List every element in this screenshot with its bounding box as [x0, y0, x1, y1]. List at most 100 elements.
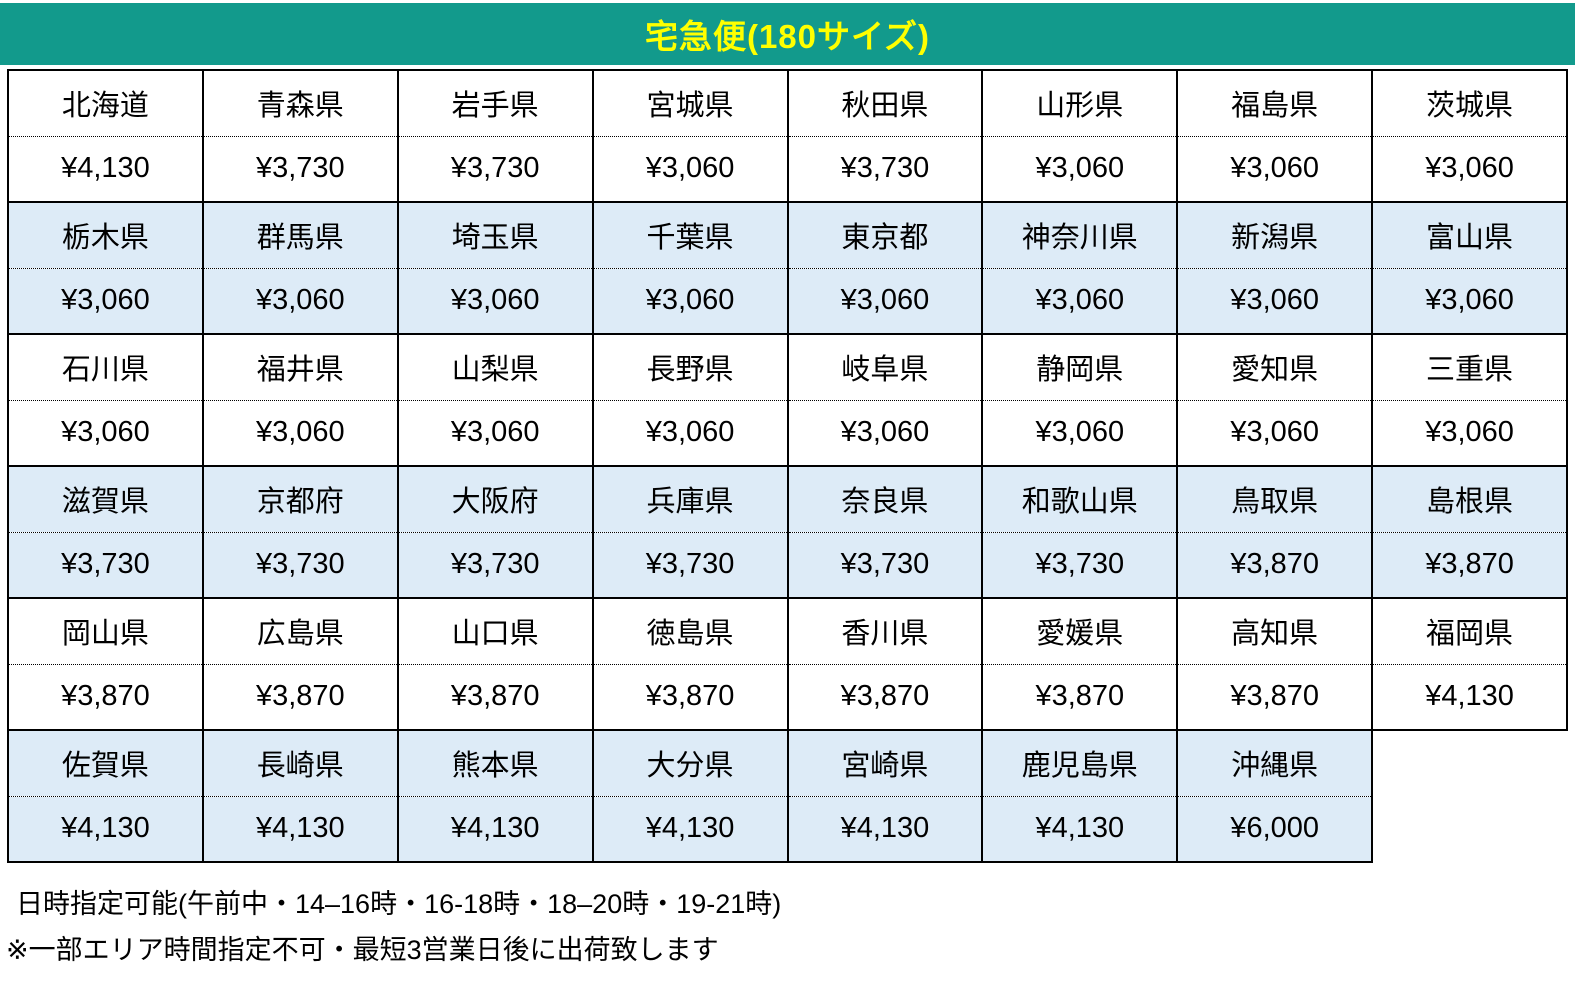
price-cell: ¥3,060: [7, 400, 204, 467]
prefecture-name-row: 栃木県 群馬県 埼玉県 千葉県 東京都 神奈川県 新潟県 富山県: [7, 201, 1568, 269]
prefecture-name-cell: 長野県: [591, 333, 789, 401]
prefecture-name-cell: 岡山県: [7, 597, 204, 665]
price-cell: ¥3,870: [591, 664, 789, 731]
prefecture-name-cell: 長崎県: [201, 729, 399, 797]
price-cell: ¥3,060: [201, 400, 399, 467]
prefecture-name-cell: 石川県: [7, 333, 204, 401]
price-cell: ¥3,060: [1371, 268, 1568, 335]
prefecture-name-row: 佐賀県 長崎県 熊本県 大分県 宮崎県 鹿児島県 沖縄県: [7, 729, 1567, 797]
price-cell: ¥3,870: [7, 664, 204, 731]
prefecture-name-cell: 沖縄県: [1176, 729, 1374, 797]
price-cell: ¥3,060: [981, 400, 1179, 467]
price-cell: ¥6,000: [1176, 796, 1374, 863]
price-cell: ¥3,060: [1371, 136, 1568, 203]
prefecture-name-row: 岡山県 広島県 山口県 徳島県 香川県 愛媛県 高知県 福岡県: [7, 597, 1568, 665]
price-cell: ¥3,730: [396, 136, 594, 203]
price-cell: ¥3,730: [591, 532, 789, 599]
prefecture-name-cell: 宮崎県: [786, 729, 984, 797]
price-cell: ¥3,870: [1371, 532, 1568, 599]
prefecture-name-cell: 佐賀県: [7, 729, 204, 797]
prefecture-name-cell: 栃木県: [7, 201, 204, 269]
rates-table-body: 北海道 青森県 岩手県 宮城県 秋田県 山形県 福島県 茨城県 ¥4,130 ¥3,730 ¥3,7…: [7, 69, 1568, 863]
price-cell: ¥3,870: [1176, 664, 1374, 731]
prefecture-name-cell: 鹿児島県: [981, 729, 1179, 797]
price-cell: ¥3,060: [7, 268, 204, 335]
prefecture-name-cell: 香川県: [786, 597, 984, 665]
prefecture-name-cell: 京都府: [201, 465, 399, 533]
price-cell: ¥3,060: [981, 136, 1179, 203]
prefecture-name-cell: 和歌山県: [981, 465, 1179, 533]
prefecture-name-cell: 広島県: [201, 597, 399, 665]
prefecture-name-cell: 高知県: [1176, 597, 1374, 665]
prefecture-name-cell: 青森県: [201, 69, 399, 137]
price-row: ¥3,730 ¥3,730 ¥3,730 ¥3,730 ¥3,730 ¥3,730 ¥3,8…: [7, 532, 1568, 599]
price-cell: ¥3,730: [201, 532, 399, 599]
price-cell: ¥3,870: [396, 664, 594, 731]
note-delivery-times: 日時指定可能(午前中・14–16時・16-18時・18–20時・19-21時): [16, 889, 782, 919]
prefecture-name-cell: 奈良県: [786, 465, 984, 533]
prefecture-name-cell: 愛媛県: [981, 597, 1179, 665]
prefecture-name-cell: 三重県: [1371, 333, 1568, 401]
price-cell: ¥4,130: [981, 796, 1179, 863]
price-cell: ¥3,060: [786, 400, 984, 467]
shipping-rates-table: 北海道 青森県 岩手県 宮城県 秋田県 山形県 福島県 茨城県 ¥4,130 ¥3,730 ¥3,7…: [7, 69, 1568, 863]
prefecture-name-cell: 新潟県: [1176, 201, 1374, 269]
prefecture-name-cell: 徳島県: [591, 597, 789, 665]
price-cell: ¥3,870: [201, 664, 399, 731]
price-cell: ¥4,130: [7, 136, 204, 203]
prefecture-name-cell: 愛知県: [1176, 333, 1374, 401]
prefecture-name-cell: 岐阜県: [786, 333, 984, 401]
prefecture-name-cell: 群馬県: [201, 201, 399, 269]
price-row: ¥4,130 ¥4,130 ¥4,130 ¥4,130 ¥4,130 ¥4,130 ¥6,0…: [7, 796, 1567, 863]
price-cell: ¥4,130: [786, 796, 984, 863]
price-cell: ¥3,060: [201, 268, 399, 335]
price-cell: ¥4,130: [396, 796, 594, 863]
prefecture-name-cell: 島根県: [1371, 465, 1568, 533]
prefecture-name-cell: 福井県: [201, 333, 399, 401]
price-cell: ¥3,060: [591, 400, 789, 467]
title-bar: 宅急便(180サイズ): [0, 3, 1575, 65]
price-cell: ¥3,730: [201, 136, 399, 203]
price-cell: ¥3,060: [1371, 400, 1568, 467]
price-cell: ¥3,060: [591, 268, 789, 335]
price-cell: ¥4,130: [1371, 664, 1568, 731]
prefecture-name-cell: 大分県: [591, 729, 789, 797]
prefecture-name-cell: 千葉県: [591, 201, 789, 269]
price-cell: ¥3,060: [1176, 136, 1374, 203]
price-cell: ¥3,870: [981, 664, 1179, 731]
price-cell: ¥3,060: [981, 268, 1179, 335]
price-cell: ¥3,060: [591, 136, 789, 203]
page-title: 宅急便(180サイズ): [644, 18, 931, 55]
price-cell: ¥3,730: [7, 532, 204, 599]
price-cell: ¥3,060: [1176, 400, 1374, 467]
prefecture-name-cell: 大阪府: [396, 465, 594, 533]
prefecture-name-cell: 山口県: [396, 597, 594, 665]
note-area-restriction: ※一部エリア時間指定不可・最短3営業日後に出荷致します: [6, 935, 719, 965]
prefecture-name-cell: 宮城県: [591, 69, 789, 137]
price-cell: ¥3,870: [1176, 532, 1374, 599]
price-cell: ¥3,060: [1176, 268, 1374, 335]
prefecture-name-cell: 富山県: [1371, 201, 1568, 269]
price-cell: ¥3,730: [981, 532, 1179, 599]
price-cell: ¥4,130: [591, 796, 789, 863]
price-cell: ¥3,870: [786, 664, 984, 731]
prefecture-name-cell: 鳥取県: [1176, 465, 1374, 533]
prefecture-name-cell: 熊本県: [396, 729, 594, 797]
prefecture-name-row: 石川県 福井県 山梨県 長野県 岐阜県 静岡県 愛知県 三重県: [7, 333, 1568, 401]
prefecture-name-cell: 神奈川県: [981, 201, 1179, 269]
prefecture-name-cell: 福岡県: [1371, 597, 1568, 665]
prefecture-name-cell: 秋田県: [786, 69, 984, 137]
prefecture-name-cell: 福島県: [1176, 69, 1374, 137]
prefecture-name-row: 滋賀県 京都府 大阪府 兵庫県 奈良県 和歌山県 鳥取県 島根県: [7, 465, 1568, 533]
price-cell: ¥3,730: [786, 136, 984, 203]
footer-notes: 日時指定可能(午前中・14–16時・16-18時・18–20時・19-21時) …: [6, 881, 1575, 973]
prefecture-name-row: 北海道 青森県 岩手県 宮城県 秋田県 山形県 福島県 茨城県: [7, 69, 1568, 137]
price-row: ¥3,870 ¥3,870 ¥3,870 ¥3,870 ¥3,870 ¥3,870 ¥3,8…: [7, 664, 1568, 731]
price-row: ¥3,060 ¥3,060 ¥3,060 ¥3,060 ¥3,060 ¥3,060 ¥3,0…: [7, 268, 1568, 335]
price-row: ¥4,130 ¥3,730 ¥3,730 ¥3,060 ¥3,730 ¥3,060 ¥3,0…: [7, 136, 1568, 203]
prefecture-name-cell: 埼玉県: [396, 201, 594, 269]
prefecture-name-cell: 山梨県: [396, 333, 594, 401]
price-row: ¥3,060 ¥3,060 ¥3,060 ¥3,060 ¥3,060 ¥3,060 ¥3,0…: [7, 400, 1568, 467]
price-cell: ¥4,130: [7, 796, 204, 863]
prefecture-name-cell: 静岡県: [981, 333, 1179, 401]
